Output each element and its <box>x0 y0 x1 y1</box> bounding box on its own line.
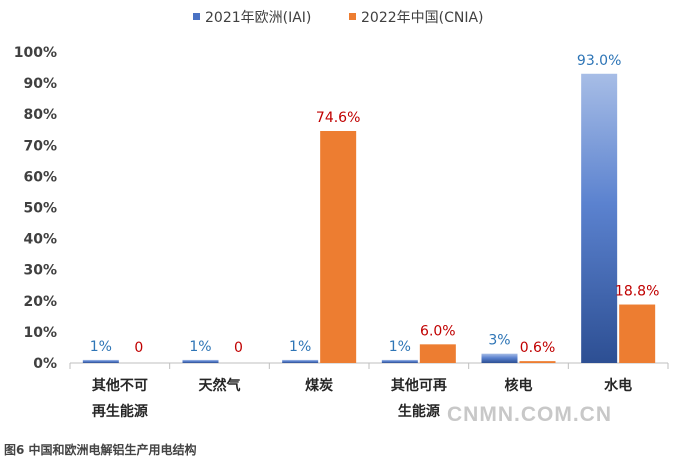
x-tick-label: 煤炭 <box>305 377 333 394</box>
bar-s1-c6 <box>581 73 618 364</box>
data-label-s2-c2: 0 <box>234 340 243 356</box>
y-tick-label: 80% <box>23 107 57 123</box>
legend-swatch-2 <box>349 13 356 20</box>
data-label-s2-c1: 0 <box>134 340 143 356</box>
data-label-s2-c6: 18.8% <box>615 284 659 300</box>
bar-chart: 2021年欧洲(IAI) 2022年中国(CNIA) 0% 10% 20% 30% 40%… <box>14 10 669 420</box>
data-label-s2-c3: 74.6% <box>316 110 360 126</box>
data-label-s1-c3: 1% <box>289 339 311 355</box>
y-tick-label: 70% <box>23 138 57 154</box>
y-tick-label: 10% <box>23 325 57 341</box>
x-tick-label: 水电 <box>604 377 632 394</box>
legend-swatch-1 <box>193 13 200 20</box>
y-tick-label: 30% <box>23 263 57 279</box>
y-tick-label: 100% <box>14 45 57 61</box>
y-tick-label: 0% <box>33 356 57 372</box>
legend-label-1: 2021年欧洲(IAI) <box>205 10 311 26</box>
y-tick-label: 50% <box>23 201 57 217</box>
bar-s1-c5 <box>481 353 518 363</box>
x-tick-label: 天然气 <box>199 377 241 394</box>
bar-s1-c2 <box>182 359 219 363</box>
data-label-s2-c4: 6.0% <box>420 323 456 339</box>
data-label-s1-c2: 1% <box>189 339 211 355</box>
bar-s1-c1 <box>82 359 119 363</box>
bar-s2-c3 <box>320 130 357 363</box>
y-tick-label: 90% <box>23 76 57 92</box>
chart-legend: 2021年欧洲(IAI) 2022年中国(CNIA) <box>193 10 484 26</box>
data-label-s1-c5: 3% <box>488 333 510 349</box>
y-tick-label: 40% <box>23 232 57 248</box>
bar-s2-c5 <box>519 361 556 363</box>
x-tick-label: 其他不可再生能源 <box>92 377 148 420</box>
figure-caption: 图6 中国和欧洲电解铝生产用电结构 <box>4 443 197 457</box>
watermark: CNMN.COM.CN <box>447 403 612 426</box>
bar-s2-c6 <box>619 304 656 363</box>
x-tick-label: 核电 <box>505 377 533 394</box>
chart-axes: 0% 10% 20% 30% 40% 50% 60% 70% 80% 90% 100% 其他不可再生能… <box>14 45 669 420</box>
legend-label-2: 2022年中国(CNIA) <box>361 10 484 26</box>
data-label-s1-c1: 1% <box>90 339 112 355</box>
x-tick-label: 其他可再生能源 <box>391 377 447 420</box>
chart-bars: 1% 1% 1% 1% 3% 93.0% 0 0 74.6% 6.0% 0.6% 18.8% <box>82 53 659 364</box>
bar-s1-c3 <box>282 359 319 363</box>
data-label-s1-c6: 93.0% <box>577 53 621 69</box>
y-tick-label: 20% <box>23 294 57 310</box>
data-label-s1-c4: 1% <box>389 339 411 355</box>
data-label-s2-c5: 0.6% <box>520 340 556 356</box>
y-tick-label: 60% <box>23 169 57 185</box>
bar-s2-c4 <box>419 344 456 363</box>
bar-s1-c4 <box>381 359 418 363</box>
